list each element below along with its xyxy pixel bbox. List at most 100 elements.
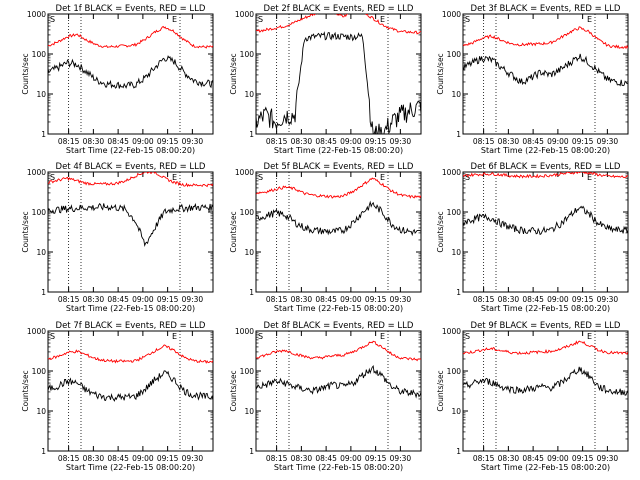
x-tick-label: 08:45 bbox=[315, 454, 337, 463]
x-tick-label: 08:30 bbox=[291, 137, 313, 146]
lld-series-line bbox=[48, 25, 213, 49]
panel-title: Det 3f BLACK = Events, RED = LLD bbox=[471, 4, 621, 14]
plot-frame bbox=[462, 330, 629, 452]
y-axis-label: Counts/sec bbox=[229, 53, 238, 94]
events-series-line bbox=[463, 366, 628, 396]
start-marker: S bbox=[465, 173, 470, 182]
y-tick-label: 1 bbox=[456, 447, 461, 456]
x-tick-label: 09:30 bbox=[182, 295, 204, 304]
x-tick-label: 08:30 bbox=[498, 137, 520, 146]
end-marker: E bbox=[172, 173, 177, 182]
x-tick-label: 09:30 bbox=[597, 295, 619, 304]
y-axis-label: Counts/sec bbox=[21, 53, 30, 94]
x-axis-label: Start Time (22-Feb-15 08:00:20) bbox=[481, 304, 610, 313]
x-tick-label: 09:00 bbox=[340, 454, 362, 463]
x-tick-label: 08:30 bbox=[83, 295, 105, 304]
plot-frame bbox=[255, 330, 422, 452]
y-tick-label: 10 bbox=[36, 90, 46, 99]
y-tick-label: 1000 bbox=[442, 168, 461, 177]
x-tick-label: 08:15 bbox=[58, 454, 80, 463]
y-tick-label: 1000 bbox=[442, 10, 461, 19]
end-marker: E bbox=[380, 173, 385, 182]
y-tick-label: 10 bbox=[244, 407, 254, 416]
y-axis-label: Counts/sec bbox=[436, 211, 445, 252]
panel-title: Det 7f BLACK = Events, RED = LLD bbox=[56, 321, 206, 331]
x-tick-label: 08:15 bbox=[473, 295, 495, 304]
x-tick-label: 09:15 bbox=[572, 454, 594, 463]
y-tick-label: 100 bbox=[32, 208, 47, 217]
end-marker: E bbox=[380, 332, 385, 341]
panel-title: Det 8f BLACK = Events, RED = LLD bbox=[264, 321, 414, 331]
events-series-line bbox=[48, 202, 213, 248]
panel-title: Det 2f BLACK = Events, RED = LLD bbox=[264, 4, 414, 14]
y-tick-label: 10 bbox=[451, 90, 461, 99]
x-axis-label: Start Time (22-Feb-15 08:00:20) bbox=[481, 146, 610, 155]
y-tick-label: 1 bbox=[249, 447, 254, 456]
x-tick-label: 08:15 bbox=[266, 137, 288, 146]
lld-series-line bbox=[256, 177, 421, 199]
events-series-line bbox=[256, 365, 421, 399]
plot-frame bbox=[462, 171, 629, 293]
end-marker: E bbox=[587, 173, 592, 182]
y-tick-label: 10 bbox=[36, 407, 46, 416]
start-marker: S bbox=[465, 332, 470, 341]
x-tick-label: 09:30 bbox=[182, 454, 204, 463]
start-marker: S bbox=[50, 15, 55, 24]
x-tick-label: 08:30 bbox=[83, 454, 105, 463]
end-marker: E bbox=[172, 332, 177, 341]
y-tick-label: 1000 bbox=[27, 168, 46, 177]
events-series-line bbox=[48, 370, 213, 402]
y-tick-label: 1000 bbox=[27, 327, 46, 336]
x-tick-label: 09:30 bbox=[597, 454, 619, 463]
start-marker: S bbox=[50, 332, 55, 341]
x-tick-label: 09:15 bbox=[365, 454, 387, 463]
panel-title: Det 1f BLACK = Events, RED = LLD bbox=[56, 4, 206, 14]
x-tick-label: 09:30 bbox=[390, 295, 412, 304]
lld-series-line bbox=[463, 172, 628, 179]
x-tick-label: 08:45 bbox=[107, 137, 129, 146]
y-axis-label: Counts/sec bbox=[229, 211, 238, 252]
y-tick-label: 100 bbox=[240, 367, 255, 376]
panel-title: Det 6f BLACK = Events, RED = LLD bbox=[471, 162, 621, 172]
panel-title: Det 4f BLACK = Events, RED = LLD bbox=[56, 162, 206, 172]
events-series-line bbox=[48, 55, 213, 89]
x-tick-label: 08:15 bbox=[473, 454, 495, 463]
plot-frame bbox=[462, 13, 629, 135]
y-tick-label: 1 bbox=[41, 447, 46, 456]
lld-series-line bbox=[48, 172, 213, 188]
end-marker: E bbox=[587, 332, 592, 341]
lld-series-line bbox=[48, 344, 213, 364]
x-axis-label: Start Time (22-Feb-15 08:00:20) bbox=[274, 463, 403, 472]
plot-frame bbox=[255, 171, 422, 293]
x-tick-label: 08:30 bbox=[291, 295, 313, 304]
start-marker: S bbox=[465, 15, 470, 24]
events-series-line bbox=[256, 200, 421, 237]
x-tick-label: 09:30 bbox=[182, 137, 204, 146]
y-axis-label: Counts/sec bbox=[436, 53, 445, 94]
x-axis-label: Start Time (22-Feb-15 08:00:20) bbox=[66, 304, 195, 313]
x-tick-label: 08:30 bbox=[83, 137, 105, 146]
x-tick-label: 09:15 bbox=[157, 295, 179, 304]
end-marker: E bbox=[172, 15, 177, 24]
y-tick-label: 1 bbox=[249, 288, 254, 297]
x-tick-label: 08:45 bbox=[522, 295, 544, 304]
x-tick-label: 09:15 bbox=[157, 137, 179, 146]
x-tick-label: 08:45 bbox=[315, 137, 337, 146]
y-tick-label: 1 bbox=[41, 130, 46, 139]
y-tick-label: 100 bbox=[240, 208, 255, 217]
x-tick-label: 08:15 bbox=[58, 295, 80, 304]
start-marker: S bbox=[258, 332, 263, 341]
y-tick-label: 1 bbox=[41, 288, 46, 297]
x-tick-label: 09:30 bbox=[390, 454, 412, 463]
lld-series-line bbox=[463, 26, 628, 50]
lld-series-line bbox=[256, 14, 421, 35]
x-tick-label: 09:15 bbox=[572, 295, 594, 304]
